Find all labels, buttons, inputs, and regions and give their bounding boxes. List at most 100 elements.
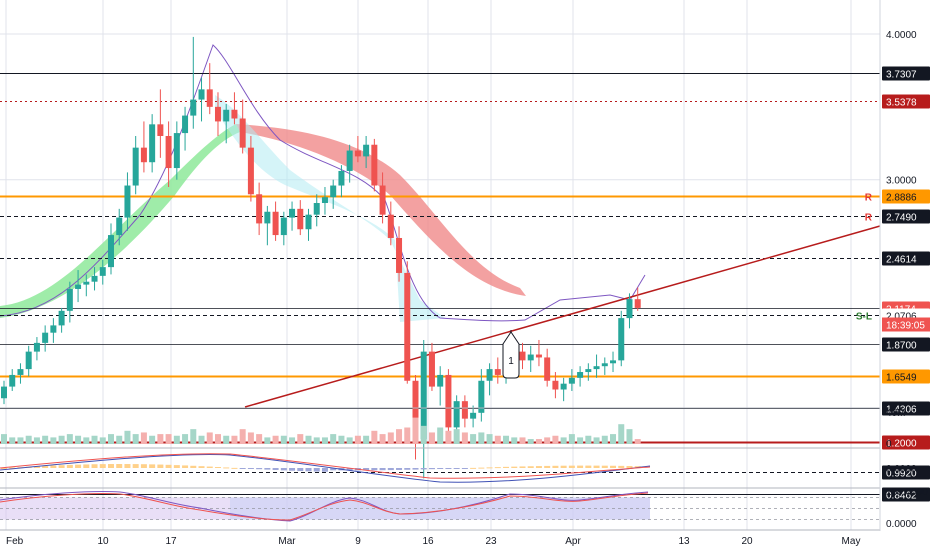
candle-body <box>75 284 82 289</box>
volume-bar <box>354 435 361 444</box>
macd-hist-bar <box>223 467 230 469</box>
level-label-bg <box>882 189 930 204</box>
trendline-line[interactable] <box>244 225 881 408</box>
level-label[interactable]: 1.4306 <box>886 405 917 416</box>
macd-hist-bar <box>132 464 139 468</box>
level-label[interactable]: 0.8462 <box>886 491 917 502</box>
level-label-bg <box>882 401 930 416</box>
price-axis[interactable]: 3.73073.53782.88862.74902.46142.11742.07… <box>879 0 932 550</box>
countdown-bg <box>882 317 930 332</box>
volume-bar <box>494 435 501 444</box>
time-label[interactable]: 13 <box>678 536 690 547</box>
candle-body <box>33 342 40 352</box>
level-label[interactable]: 1.2000 <box>886 439 917 450</box>
volume-bar <box>25 435 32 444</box>
volume-bar <box>198 435 205 444</box>
level-tag: R <box>865 213 873 224</box>
candle-body <box>634 299 641 308</box>
volume-bar <box>610 434 617 444</box>
volume-bar <box>75 435 82 444</box>
volume-bar <box>527 439 534 444</box>
time-label[interactable]: 20 <box>741 536 753 547</box>
candle-body <box>610 360 617 364</box>
macd-hist-bar <box>396 468 403 470</box>
level-label[interactable]: 2.7490 <box>886 213 917 224</box>
time-label[interactable]: 23 <box>485 536 497 547</box>
time-label[interactable]: 17 <box>165 536 177 547</box>
level-label-bg <box>882 465 930 480</box>
candle-body <box>461 401 468 419</box>
time-axis[interactable]: Feb 10 17 Mar 9 16 23 Apr 13 20 May <box>0 531 932 550</box>
level-label[interactable]: 2.4614 <box>886 255 917 266</box>
annotation-callout[interactable]: 1 <box>502 330 520 379</box>
level-label-bg <box>882 337 930 352</box>
macd-hist-bar <box>289 468 296 471</box>
level-tag: R <box>865 193 873 204</box>
macd-hist-bar <box>461 468 468 469</box>
macd-hist-bar <box>75 464 82 468</box>
macd-hist-bar <box>42 465 49 468</box>
price-axis-bg <box>880 0 932 550</box>
candle-body <box>305 214 312 230</box>
time-label[interactable]: Apr <box>565 536 581 547</box>
candle-body <box>91 275 98 282</box>
macd-hist-bar <box>428 468 435 470</box>
level-label[interactable]: 2.0706 <box>886 312 917 323</box>
volume-bar <box>535 439 542 444</box>
time-axis-bg <box>0 531 932 550</box>
macd-hist-bar <box>190 465 197 468</box>
macd-hist-bar <box>560 465 567 468</box>
volume-bar <box>17 437 24 444</box>
ema-ribbon <box>0 44 646 322</box>
macd-hist-bar <box>83 464 90 468</box>
level-label[interactable]: 3.5378 <box>886 98 917 109</box>
level-label[interactable]: 2.8886 <box>886 193 917 204</box>
macd-hist-bar <box>214 466 221 468</box>
candle-body <box>494 369 501 375</box>
level-label[interactable]: 0.9920 <box>886 469 917 480</box>
volume-bar <box>371 430 378 444</box>
ema-band-bullish <box>0 124 240 318</box>
macd-hist-bar <box>91 464 98 468</box>
macd-hist-bar <box>371 468 378 471</box>
volume-tick: 0 <box>886 439 892 450</box>
volume-bar <box>338 435 345 444</box>
time-label[interactable]: May <box>842 536 861 547</box>
time-label[interactable]: 9 <box>355 536 361 547</box>
macd-hist-bar <box>437 468 444 469</box>
level-label[interactable]: 3.7307 <box>886 70 917 81</box>
volume-bar <box>503 435 510 444</box>
level-label[interactable]: 1.6549 <box>886 373 917 384</box>
volume-bar <box>396 429 403 444</box>
level-label[interactable]: 1.8700 <box>886 341 917 352</box>
candle-body <box>223 109 230 122</box>
volume-bar <box>132 434 139 444</box>
pane-separators <box>0 407 932 531</box>
volume-bar <box>453 429 460 444</box>
candle-body <box>338 170 345 186</box>
macd-hist-bar <box>107 464 114 468</box>
volume-bar <box>256 434 263 444</box>
candles <box>1 36 641 479</box>
candle-body <box>577 372 584 378</box>
volume-bar <box>568 434 575 444</box>
candle-body <box>519 351 526 361</box>
stochastic-pane <box>0 490 880 522</box>
time-label[interactable]: 16 <box>422 536 434 547</box>
macd-hist-bar <box>577 465 584 468</box>
time-label[interactable]: 10 <box>97 536 109 547</box>
candle-body <box>420 351 427 440</box>
time-label[interactable]: Mar <box>278 536 296 547</box>
macd-hist-bar <box>33 466 40 468</box>
candle-body <box>198 89 205 100</box>
trendline[interactable] <box>244 225 881 408</box>
time-label[interactable]: Feb <box>6 536 24 547</box>
volume-bar <box>445 430 452 444</box>
macd-hist-bar <box>445 468 452 469</box>
volume-bar <box>107 434 114 444</box>
level-label-bg <box>882 94 930 109</box>
candle-body <box>313 203 320 215</box>
candle-body <box>330 185 337 198</box>
macd-hist-bar <box>330 468 337 471</box>
